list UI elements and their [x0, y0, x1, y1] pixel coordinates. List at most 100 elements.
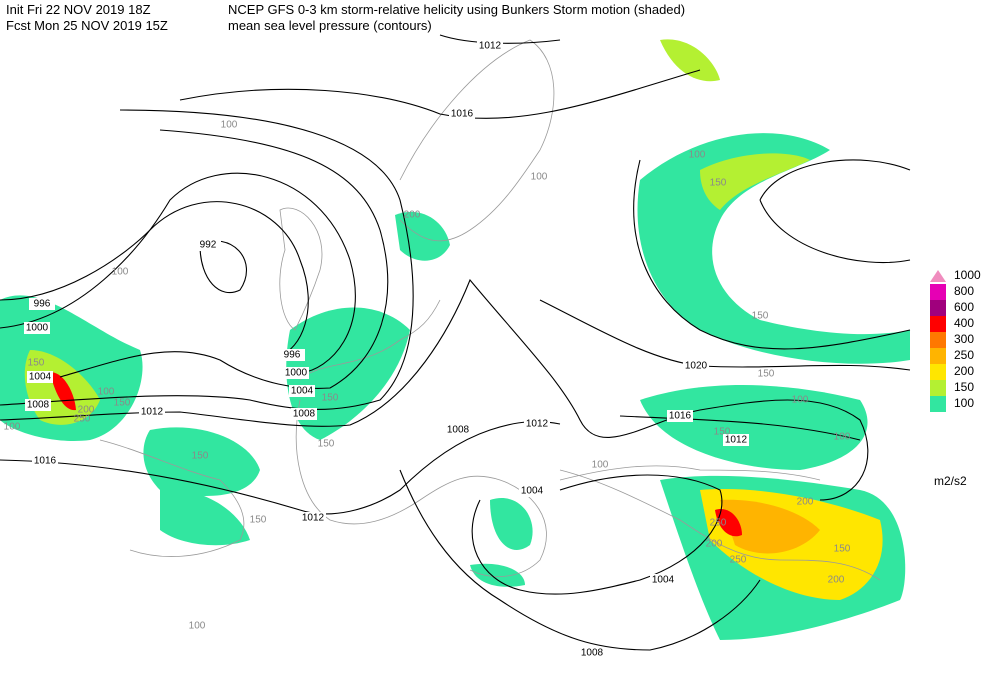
shade-area	[470, 563, 525, 587]
contour-label: 1000	[26, 323, 49, 334]
contour-label-bg	[32, 455, 58, 467]
contour-label: 1016	[34, 456, 57, 467]
contour-label: 1008	[581, 648, 604, 659]
shading-label: 250	[710, 518, 727, 529]
legend-label: 200	[954, 364, 974, 378]
contour-label: 1004	[291, 386, 314, 397]
legend-swatch	[930, 396, 946, 412]
shading-label: 150	[322, 393, 339, 404]
contour-line	[59, 129, 389, 389]
shading-label: 100	[112, 267, 129, 278]
legend-label: 250	[954, 348, 974, 362]
contour-line	[0, 109, 414, 410]
contour-label-bg	[279, 349, 305, 361]
shade-area	[640, 385, 868, 470]
shading-label: 150	[318, 439, 335, 450]
shading-label: 200	[78, 405, 95, 416]
legend: 1000 800 600 400 300 250 200 150 100 m2/s2	[930, 268, 981, 488]
shading-label: 200	[706, 539, 723, 550]
contour-label: 1008	[27, 400, 50, 411]
contour-label-bg	[519, 485, 545, 497]
shading-label: 250	[74, 414, 91, 425]
shade-area	[395, 211, 450, 261]
contour-line	[633, 159, 911, 350]
shading-label: 200	[404, 210, 421, 221]
shading-label: 100	[792, 395, 809, 406]
shade-area	[286, 307, 410, 440]
contour-label: 1016	[669, 411, 692, 422]
contour-label: 1012	[302, 513, 325, 524]
legend-triangle	[930, 270, 946, 282]
contour-line	[399, 469, 761, 651]
contour-label: 992	[200, 240, 217, 251]
shading-label: 250	[730, 555, 747, 566]
contour-label-bg	[289, 385, 315, 397]
contour-label: 1008	[293, 409, 316, 420]
shading-label: 100	[531, 172, 548, 183]
shading-label: 150	[250, 515, 267, 526]
shading-label: 100	[689, 150, 706, 161]
contour-label: 1008	[447, 425, 470, 436]
contour-label-bg	[723, 434, 749, 446]
contour-label: 1012	[479, 41, 502, 52]
contour-label: 1012	[725, 435, 748, 446]
contour-label-bg	[683, 360, 709, 372]
shading-label: 100	[189, 621, 206, 632]
header-title: NCEP GFS 0-3 km storm-relative helicity …	[228, 2, 685, 17]
shading-label: 100	[592, 460, 609, 471]
contour-label-bg	[579, 647, 605, 659]
contour-line	[0, 278, 869, 501]
contour-label: 1004	[521, 486, 544, 497]
header-init: Init Fri 22 NOV 2019 18Z	[6, 2, 151, 17]
contour-label: 1000	[285, 368, 308, 379]
shading-label: 100	[98, 387, 115, 398]
header-forecast: Fcst Mon 25 NOV 2019 15Z	[6, 18, 168, 33]
map-labels: 1012 1016 992 996 1000 996 1000 1004 1008 1004 100…	[4, 40, 851, 659]
legend-swatch	[930, 364, 946, 380]
shading-label: 200	[797, 497, 814, 508]
contour-label-bg	[445, 424, 471, 436]
legend-label: 150	[954, 380, 974, 394]
shading-label: 100	[834, 432, 851, 443]
contour-label-bg	[477, 40, 503, 52]
legend-label: 400	[954, 316, 974, 330]
contour-line	[0, 172, 356, 374]
shade-area	[490, 498, 533, 550]
contour-label-bg	[29, 298, 55, 310]
shading-label: 150	[710, 178, 727, 189]
legend-units: m2/s2	[934, 474, 967, 488]
coastline	[559, 469, 881, 581]
contour-label: 1004	[29, 372, 52, 383]
contour-label-bg	[195, 239, 221, 251]
contour-label-bg	[27, 371, 53, 383]
contour-line	[0, 421, 561, 515]
legend-label: 300	[954, 332, 974, 346]
shading-label: 150	[752, 311, 769, 322]
contour-label: 996	[284, 350, 301, 361]
contour-label: 1020	[685, 361, 708, 372]
contour-line	[619, 415, 861, 441]
contour-label-bg	[449, 108, 475, 120]
contour-line	[0, 201, 309, 356]
legend-label: 800	[954, 284, 974, 298]
contour-label: 1016	[451, 109, 474, 120]
contour-label: 1012	[526, 419, 549, 430]
coastline	[559, 465, 821, 481]
coastline	[295, 399, 547, 577]
legend-swatch	[930, 300, 946, 316]
legend-label: 600	[954, 300, 974, 314]
contour-line	[179, 69, 701, 119]
shade-area	[715, 509, 742, 537]
shade-area	[160, 489, 250, 546]
pressure-contours	[0, 34, 911, 651]
legend-swatch	[930, 284, 946, 300]
coastline	[399, 39, 555, 242]
shading-label: 150	[714, 427, 731, 438]
contour-label-bg	[283, 367, 309, 379]
legend-swatch	[930, 332, 946, 348]
shading-label: 150	[192, 451, 209, 462]
shading-label: 100	[4, 422, 21, 433]
shade-area	[700, 153, 810, 210]
shading-label: 150	[114, 398, 131, 409]
